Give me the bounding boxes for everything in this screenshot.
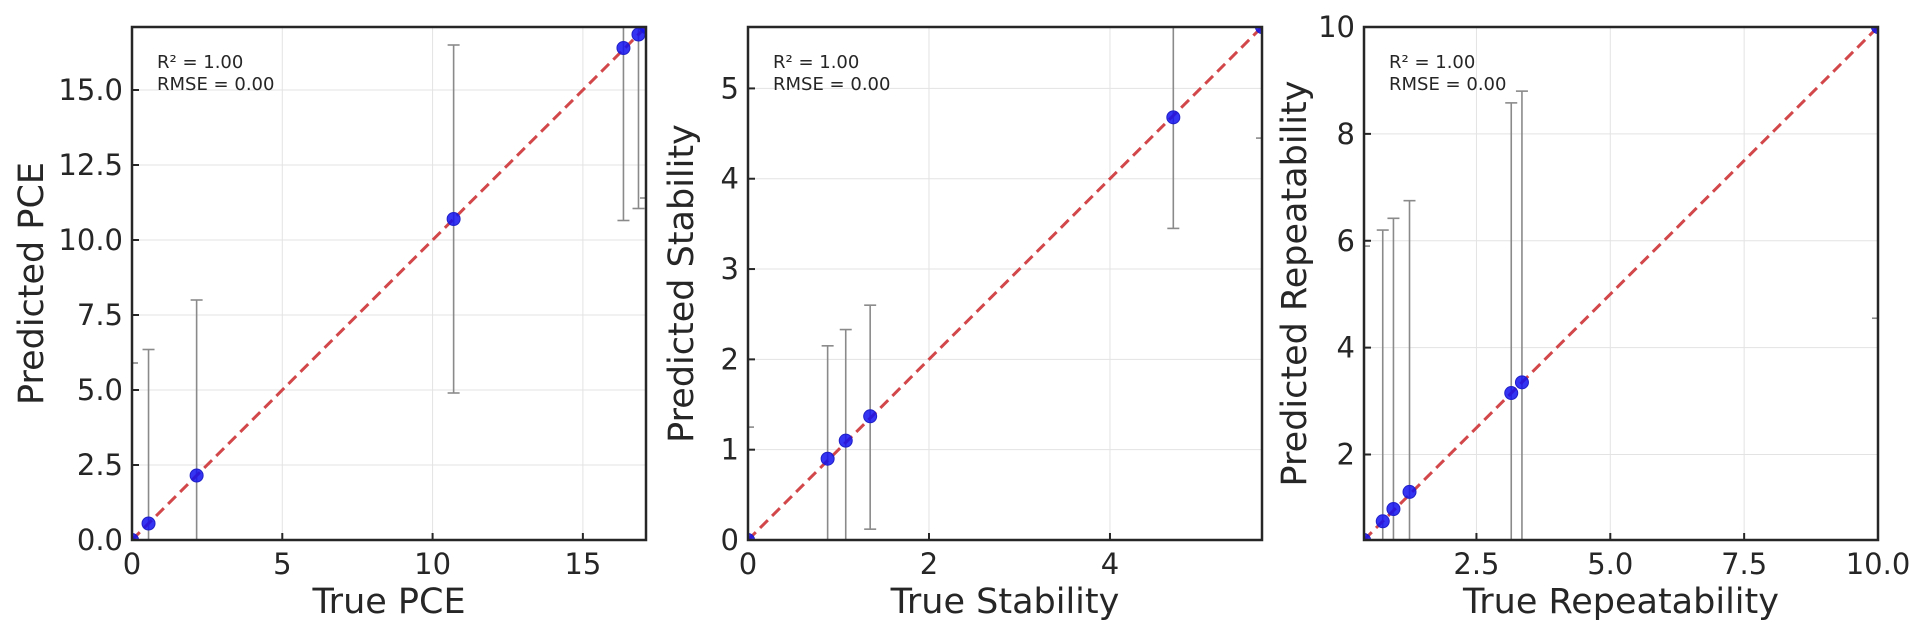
r2-annotation: R² = 1.00: [773, 52, 859, 73]
x-tick-label: 10.0: [1846, 547, 1911, 581]
x-axis-label: True PCE: [311, 582, 465, 622]
x-tick-label: 2.5: [1453, 547, 1499, 581]
data-point: [1386, 502, 1401, 517]
data-point: [1871, 27, 1878, 34]
chart-panel-2: 0 2 4 0 1 2 3 4 5 True Stability Predicted Stabili…: [662, 25, 1264, 622]
y-tick-label: 12.5: [58, 148, 123, 182]
data-point: [616, 41, 631, 55]
x-tick-label: 4: [1101, 547, 1119, 581]
grid: [132, 27, 646, 540]
x-tick-label: 7.5: [1721, 547, 1767, 581]
chart-panel-3: 2.5 5.0 7.5 10.0 2 4 6 8 10 True Repeatability Pre…: [1275, 10, 1910, 622]
x-axis-label: True Stability: [890, 582, 1120, 622]
y-tick-label: 15.0: [58, 73, 123, 107]
data-point: [1504, 386, 1519, 401]
data-point: [132, 533, 139, 540]
y-tick-label: 4: [721, 162, 739, 196]
data-point: [141, 516, 156, 531]
y-tick-label: 10.0: [58, 223, 123, 257]
y-tick-label: 0.0: [77, 523, 123, 557]
y-tick-label: 2.5: [77, 448, 123, 482]
plot-frame: [746, 25, 1264, 542]
x-tick-label: 15: [564, 547, 601, 581]
y-axis-label: Predicted PCE: [12, 162, 52, 405]
data-point: [838, 433, 853, 448]
y-tick-label: 2: [1337, 438, 1355, 472]
plot-area: [132, 27, 646, 540]
data-point: [1255, 27, 1262, 34]
x-tick-label: 0: [739, 547, 757, 581]
y-tick-label: 5: [721, 71, 739, 105]
data-point: [1402, 484, 1417, 499]
y-tick-label: 1: [721, 433, 739, 467]
identity-line: [132, 27, 646, 540]
x-tick-label: 2: [920, 547, 938, 581]
x-axis-label: True Repeatability: [1462, 582, 1779, 622]
data-point: [820, 451, 835, 466]
data-point: [1166, 110, 1181, 125]
plot-area: [1364, 27, 1878, 540]
grid: [748, 27, 1262, 540]
data-point: [189, 468, 204, 483]
chart-panel-1: 0 5 10 15 0.0 2.5 5.0 7.5 10.0 12.5 15.0 True PCE Pr…: [12, 25, 648, 622]
y-tick-label: 0: [721, 523, 739, 557]
y-tick-label: 3: [721, 252, 739, 286]
rmse-annotation: RMSE = 0.00: [1389, 74, 1506, 95]
y-tick-label: 10: [1318, 10, 1355, 44]
data-point: [1364, 533, 1371, 540]
x-tick-label: 5.0: [1587, 547, 1633, 581]
rmse-annotation: RMSE = 0.00: [157, 74, 274, 95]
plot-frame: [1362, 25, 1880, 542]
r2-annotation: R² = 1.00: [157, 52, 243, 73]
plot-frame: [130, 25, 648, 542]
data-point: [1514, 375, 1529, 390]
x-tick-label: 10: [414, 547, 451, 581]
y-axis-label: Predicted Repeatability: [1275, 81, 1315, 487]
y-tick-label: 6: [1337, 224, 1355, 258]
plot-area: [748, 27, 1262, 540]
rmse-annotation: RMSE = 0.00: [773, 74, 890, 95]
data-point: [863, 409, 878, 424]
y-tick-label: 8: [1337, 117, 1355, 151]
data-point: [748, 533, 755, 540]
r2-annotation: R² = 1.00: [1389, 52, 1475, 73]
data-point: [1375, 514, 1390, 529]
identity-line: [1364, 27, 1878, 540]
y-tick-label: 2: [721, 342, 739, 376]
data-point: [639, 27, 646, 34]
y-axis-label: Predicted Stability: [662, 124, 702, 443]
y-tick-label: 4: [1337, 331, 1355, 365]
x-tick-label: 0: [123, 547, 141, 581]
y-tick-label: 7.5: [77, 298, 123, 332]
data-point: [446, 212, 461, 226]
y-tick-label: 5.0: [77, 373, 123, 407]
x-tick-label: 5: [273, 547, 291, 581]
